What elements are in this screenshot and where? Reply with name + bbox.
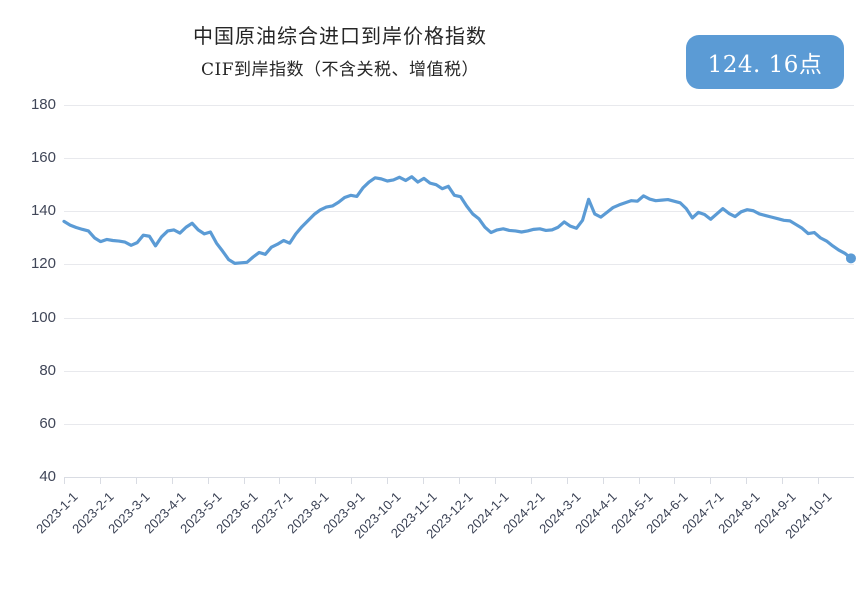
y-tick-label: 100	[30, 308, 56, 326]
gridline	[64, 105, 854, 106]
x-tick-mark	[782, 477, 784, 484]
x-tick-mark	[387, 477, 389, 484]
x-tick-mark	[207, 477, 209, 484]
current-value-badge: 124. 16点	[686, 35, 844, 89]
x-tick-mark	[135, 477, 137, 484]
x-tick-mark	[710, 477, 712, 484]
x-tick-mark	[530, 477, 532, 484]
gridline	[64, 158, 854, 160]
current-value-text: 124. 16点	[707, 52, 823, 78]
chart-subtitle: CIF到岸指数（不含关税、增值税）	[200, 60, 480, 80]
x-tick-mark	[494, 477, 496, 484]
title-block: 中国原油综合进口到岸价格指数 CIF到岸指数（不含关税、增值税）	[0, 22, 680, 83]
x-tick-mark	[279, 477, 281, 484]
x-tick-mark	[459, 477, 460, 484]
gridline	[64, 370, 854, 372]
x-tick-mark	[64, 477, 65, 484]
x-tick-mark	[243, 477, 245, 484]
x-tick-mark	[818, 477, 820, 484]
y-tick-label: 180	[30, 96, 56, 113]
y-axis-labels: 180 160 140 120 100 80 60 40	[0, 96, 56, 485]
x-tick-mark	[566, 477, 568, 484]
x-tick-mark	[99, 477, 101, 484]
series-line	[62, 175, 853, 265]
gridline	[64, 317, 854, 319]
gridline	[64, 423, 854, 425]
gridline	[64, 264, 854, 266]
x-tick-mark	[602, 477, 604, 484]
x-tick-mark	[423, 477, 425, 484]
x-tick-mark	[638, 477, 640, 484]
y-tick-label: 120	[30, 255, 56, 273]
x-tick-mark	[746, 477, 748, 484]
y-tick-label: 140	[30, 202, 56, 220]
series-line-chart	[62, 175, 856, 265]
y-tick-label: 160	[30, 149, 56, 167]
last-point-marker	[845, 253, 856, 264]
page-title: 中国原油综合进口到岸价格指数	[193, 24, 487, 48]
x-tick-mark	[351, 477, 353, 484]
y-tick-label: 60	[39, 414, 56, 432]
x-tick-mark	[171, 477, 173, 484]
x-tick-mark	[315, 477, 317, 484]
y-tick-label: 40	[39, 468, 56, 485]
gridline	[64, 211, 854, 213]
y-tick-label: 80	[39, 361, 56, 379]
plot-area	[62, 105, 856, 478]
x-tick-mark	[674, 477, 676, 484]
